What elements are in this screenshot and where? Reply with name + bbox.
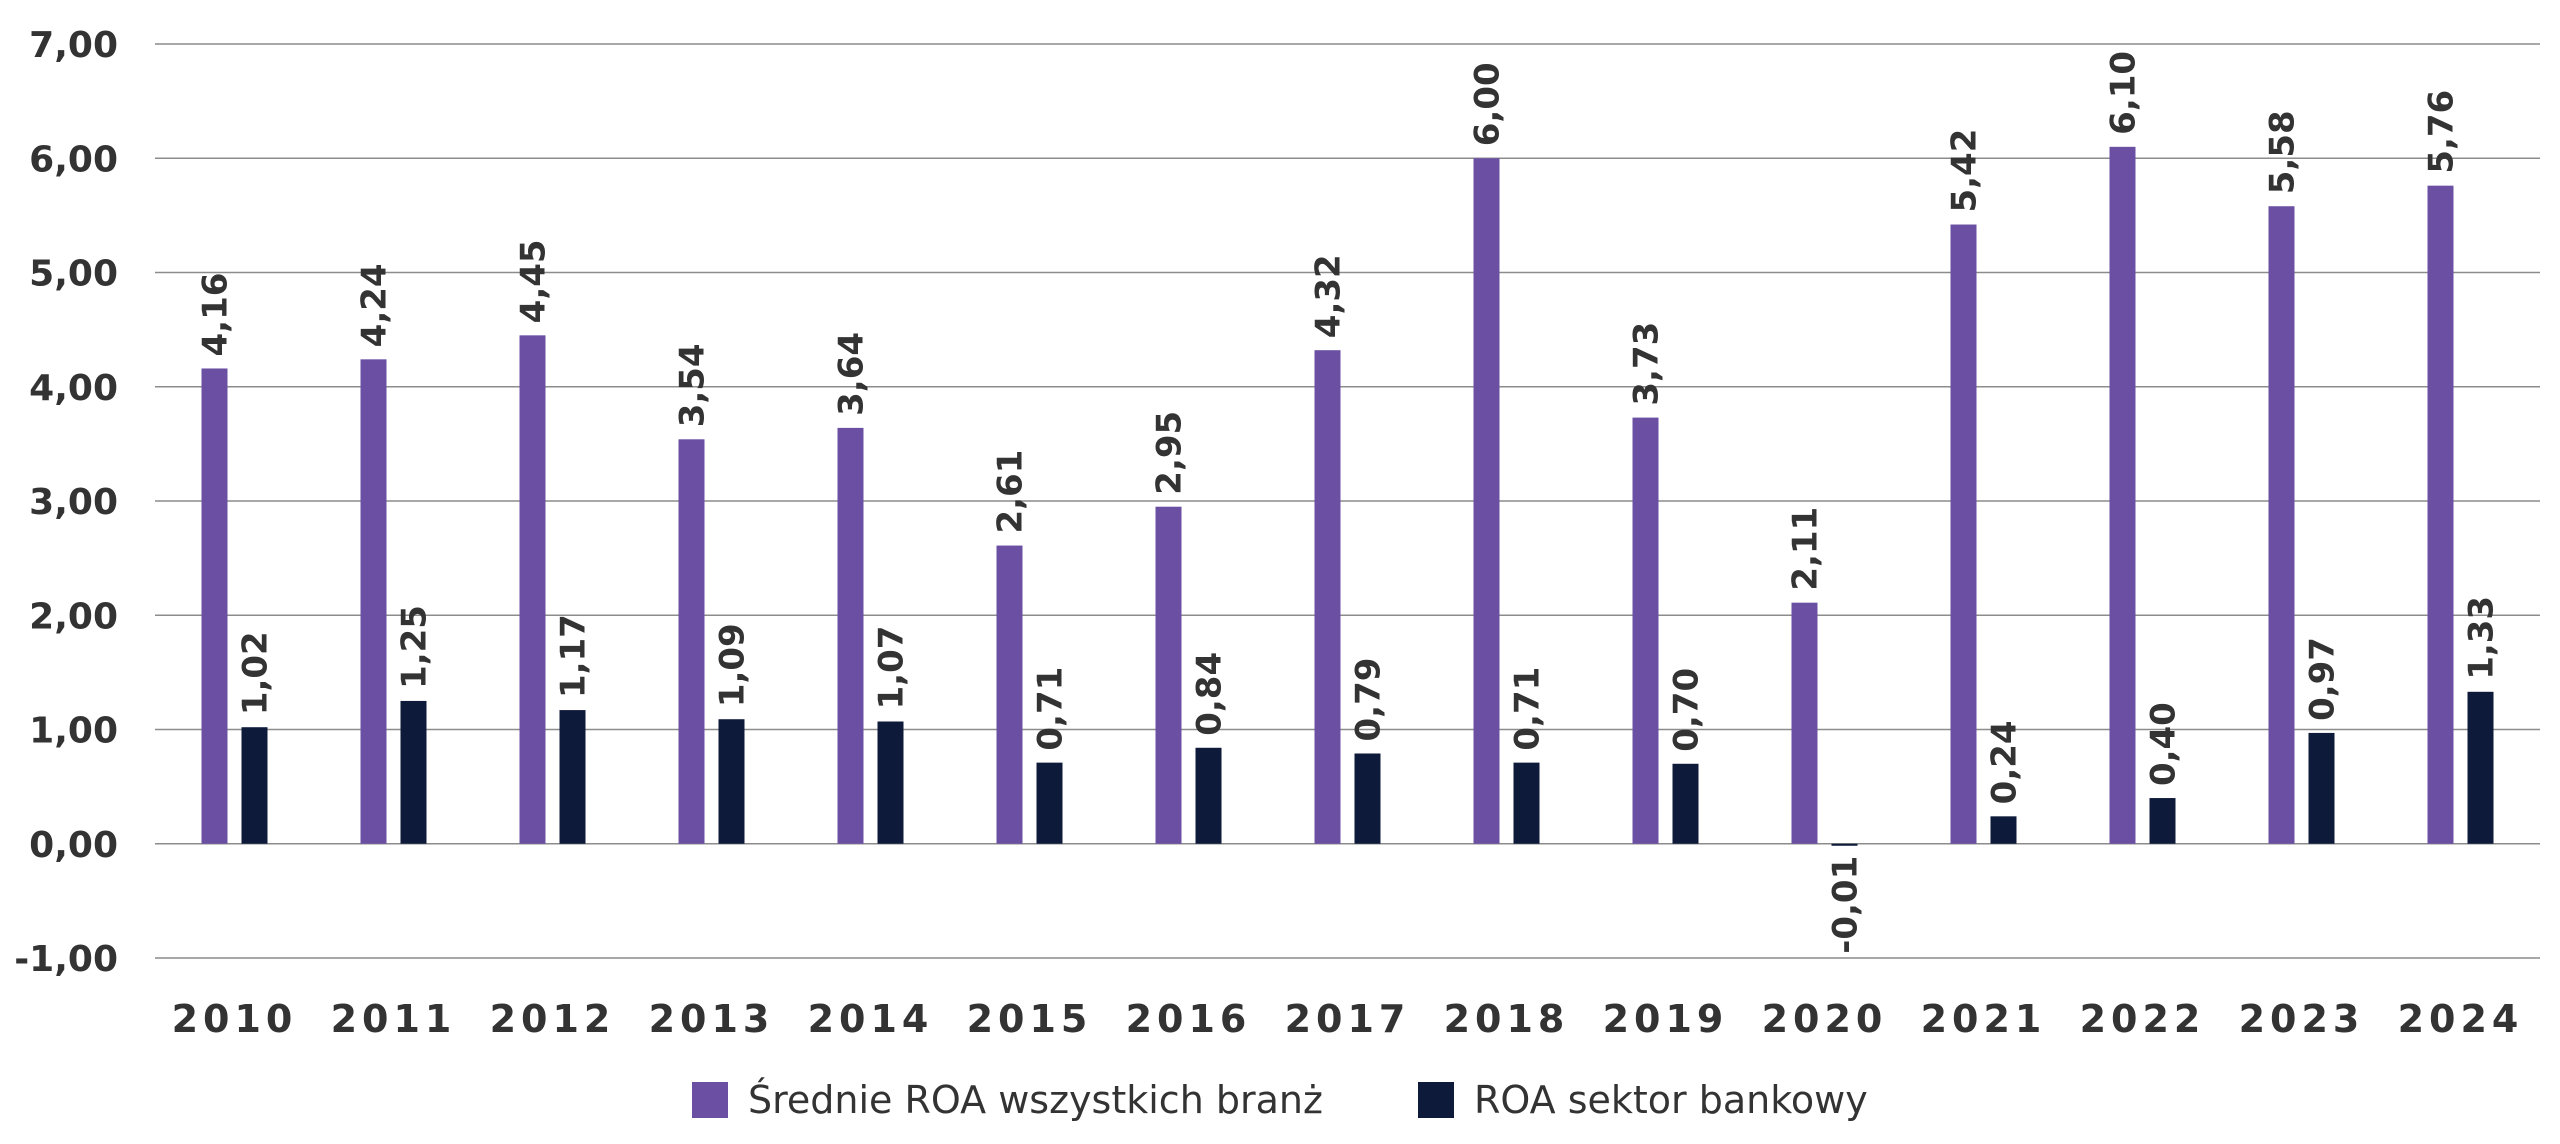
data-label-banking-sector: 0,40 xyxy=(2144,702,2184,786)
y-tick-label: 4,00 xyxy=(29,368,118,409)
data-label-all-industries: 4,45 xyxy=(514,239,554,323)
legend-label: ROA sektor bankowy xyxy=(1474,1078,1868,1122)
x-tick-label: 2023 xyxy=(2239,997,2365,1041)
data-labels: 4,16 1,02 4,24 1,25 4,45 1,17 3,54 1,09 3,64 1,07… xyxy=(196,51,2502,954)
bar-all-industries xyxy=(1632,417,1659,844)
bar-all-industries xyxy=(1950,224,1977,844)
x-tick-label: 2010 xyxy=(172,997,298,1041)
bar-all-industries xyxy=(2109,146,2136,844)
legend-swatch xyxy=(1418,1082,1454,1118)
bar-banking-sector xyxy=(877,721,904,844)
data-label-all-industries: 4,16 xyxy=(196,273,236,357)
x-tick-label: 2014 xyxy=(808,997,934,1041)
x-tick-label: 2011 xyxy=(331,997,457,1041)
data-label-banking-sector: 0,70 xyxy=(1667,668,1707,752)
data-label-all-industries: 5,76 xyxy=(2422,90,2462,174)
bar-banking-sector xyxy=(1354,753,1381,844)
data-label-all-industries: 5,42 xyxy=(1945,129,1985,213)
x-tick-label: 2021 xyxy=(1921,997,2047,1041)
bar-all-industries xyxy=(2268,206,2295,844)
data-label-banking-sector: 0,84 xyxy=(1190,652,1230,736)
bar-banking-sector xyxy=(1990,816,2017,844)
x-tick-label: 2022 xyxy=(2080,997,2206,1041)
data-label-banking-sector: 1,09 xyxy=(713,623,753,707)
legend-label: Średnie ROA wszystkich branż xyxy=(748,1078,1323,1122)
data-label-banking-sector: 1,07 xyxy=(872,626,912,710)
bar-banking-sector xyxy=(400,700,427,844)
bar-all-industries xyxy=(519,335,546,844)
x-tick-label: 2024 xyxy=(2398,997,2524,1041)
legend-item-all-industries: Średnie ROA wszystkich branż xyxy=(692,1078,1323,1122)
data-label-banking-sector: 0,97 xyxy=(2303,637,2343,721)
data-label-banking-sector: 1,02 xyxy=(236,631,276,715)
data-label-banking-sector: 0,79 xyxy=(1349,658,1389,742)
bar-banking-sector xyxy=(1513,762,1540,844)
data-label-banking-sector: 0,71 xyxy=(1508,667,1548,751)
y-tick-label: 1,00 xyxy=(29,711,118,752)
x-tick-label: 2020 xyxy=(1762,997,1888,1041)
bar-banking-sector xyxy=(241,727,268,844)
data-label-all-industries: 3,54 xyxy=(673,343,713,427)
y-tick-label: -1,00 xyxy=(14,939,118,980)
bar-all-industries xyxy=(678,439,705,844)
x-tick-label: 2012 xyxy=(490,997,616,1041)
bar-banking-sector xyxy=(1036,762,1063,844)
data-label-banking-sector: 1,17 xyxy=(554,614,594,698)
x-tick-label: 2016 xyxy=(1126,997,1252,1041)
bars xyxy=(201,146,2494,846)
bar-all-industries xyxy=(2427,185,2454,844)
legend: Średnie ROA wszystkich branż ROA sektor b… xyxy=(692,1078,1868,1122)
data-label-all-industries: 4,32 xyxy=(1309,254,1349,338)
gridlines xyxy=(155,43,2540,959)
data-label-banking-sector: 0,24 xyxy=(1985,720,2025,804)
bar-all-industries xyxy=(1314,350,1341,844)
data-label-all-industries: 6,00 xyxy=(1468,62,1508,146)
data-label-all-industries: 2,11 xyxy=(1786,507,1826,591)
bar-all-industries xyxy=(837,427,864,844)
bar-banking-sector xyxy=(559,710,586,844)
bar-all-industries xyxy=(1473,158,1500,844)
y-tick-label: 7,00 xyxy=(29,25,118,66)
bar-all-industries xyxy=(201,368,228,844)
data-label-banking-sector: 1,25 xyxy=(395,605,435,689)
bar-all-industries xyxy=(1791,602,1818,844)
data-label-all-industries: 5,58 xyxy=(2263,110,2303,194)
legend-item-banking-sector: ROA sektor bankowy xyxy=(1418,1078,1868,1122)
data-label-banking-sector: 0,71 xyxy=(1031,667,1071,751)
y-axis-ticks: -1,00 0,00 1,00 2,00 3,00 4,00 5,00 6,00 7,00 xyxy=(14,25,118,980)
data-label-banking-sector: 1,33 xyxy=(2462,596,2502,680)
data-label-all-industries: 2,95 xyxy=(1150,411,1190,495)
bar-all-industries xyxy=(996,545,1023,844)
data-label-all-industries: 3,73 xyxy=(1627,322,1667,406)
bar-banking-sector xyxy=(2308,732,2335,844)
x-tick-label: 2015 xyxy=(967,997,1093,1041)
bar-all-industries xyxy=(1155,506,1182,844)
y-tick-label: 2,00 xyxy=(29,596,118,637)
y-tick-label: 0,00 xyxy=(29,825,118,866)
legend-swatch xyxy=(692,1082,728,1118)
x-tick-label: 2019 xyxy=(1603,997,1729,1041)
bar-banking-sector xyxy=(2149,798,2176,844)
bar-banking-sector xyxy=(1672,763,1699,844)
data-label-all-industries: 2,61 xyxy=(991,450,1031,534)
x-tick-label: 2018 xyxy=(1444,997,1570,1041)
bar-banking-sector xyxy=(1831,843,1858,846)
bar-all-industries xyxy=(360,359,387,844)
x-tick-label: 2013 xyxy=(649,997,775,1041)
bar-banking-sector xyxy=(2467,691,2494,844)
data-label-all-industries: 3,64 xyxy=(832,332,872,416)
x-tick-label: 2017 xyxy=(1285,997,1411,1041)
y-tick-label: 3,00 xyxy=(29,482,118,523)
y-tick-label: 5,00 xyxy=(29,254,118,295)
x-axis-ticks: 2010 2011 2012 2013 2014 2015 2016 2017 2018 2019… xyxy=(172,997,2524,1041)
data-label-banking-sector: -0,01 xyxy=(1826,856,1866,954)
bar-banking-sector xyxy=(718,719,745,844)
y-tick-label: 6,00 xyxy=(29,139,118,180)
data-label-all-industries: 6,10 xyxy=(2104,51,2144,135)
data-label-all-industries: 4,24 xyxy=(355,263,395,347)
bar-banking-sector xyxy=(1195,747,1222,844)
